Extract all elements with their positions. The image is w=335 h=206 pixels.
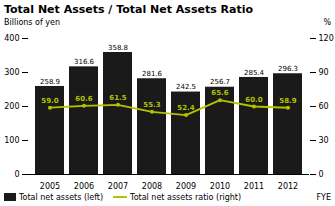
svg-text:2008: 2008 [142,182,162,190]
svg-text:316.6: 316.6 [74,58,95,66]
svg-text:300: 300 [4,68,19,77]
html-text:Total net assets (left): Total net assets (left) [19,192,104,202]
svg-text:30: 30 [319,136,329,145]
svg-text:281.6: 281.6 [142,70,163,78]
svg-text:60.0: 60.0 [245,96,262,104]
svg-text:0: 0 [14,170,19,179]
html-text:Billions of yen: Billions of yen [4,18,60,27]
svg-text:58.9: 58.9 [279,97,296,105]
svg-text:65.6: 65.6 [211,89,228,97]
svg-text:90: 90 [319,68,329,77]
svg-text:2005: 2005 [40,182,60,190]
svg-text:59.0: 59.0 [41,97,58,105]
svg-text:61.5: 61.5 [109,94,126,102]
svg-text:120: 120 [319,34,334,43]
svg-text:60: 60 [319,102,329,111]
svg-text:2009: 2009 [176,182,196,190]
svg-text:2011: 2011 [244,182,264,190]
svg-text:100: 100 [4,136,19,145]
svg-text:400: 400 [4,34,19,43]
svg-text:2006: 2006 [74,182,94,190]
html-text:Total net assets ratio (right): Total net assets ratio (right) [130,192,241,202]
svg-text:296.3: 296.3 [278,65,298,73]
svg-text:2012: 2012 [278,182,298,190]
svg-text:242.5: 242.5 [176,83,196,91]
svg-text:256.7: 256.7 [210,78,230,86]
svg-text:200: 200 [4,102,19,111]
svg-text:0: 0 [319,170,324,179]
svg-text:2010: 2010 [210,182,230,190]
svg-text:258.9: 258.9 [40,78,60,86]
svg-text:285.4: 285.4 [244,69,265,77]
svg-text:52.4: 52.4 [177,104,194,112]
html-text:Total Net Assets / Total Net A: Total Net Assets / Total Net Assets Rati… [4,3,253,16]
html-text:FYE: FYE [316,192,331,202]
svg-text:358.8: 358.8 [108,44,128,52]
svg-text:60.6: 60.6 [75,95,92,103]
svg-text:2007: 2007 [108,182,128,190]
svg-text:55.3: 55.3 [143,101,160,109]
